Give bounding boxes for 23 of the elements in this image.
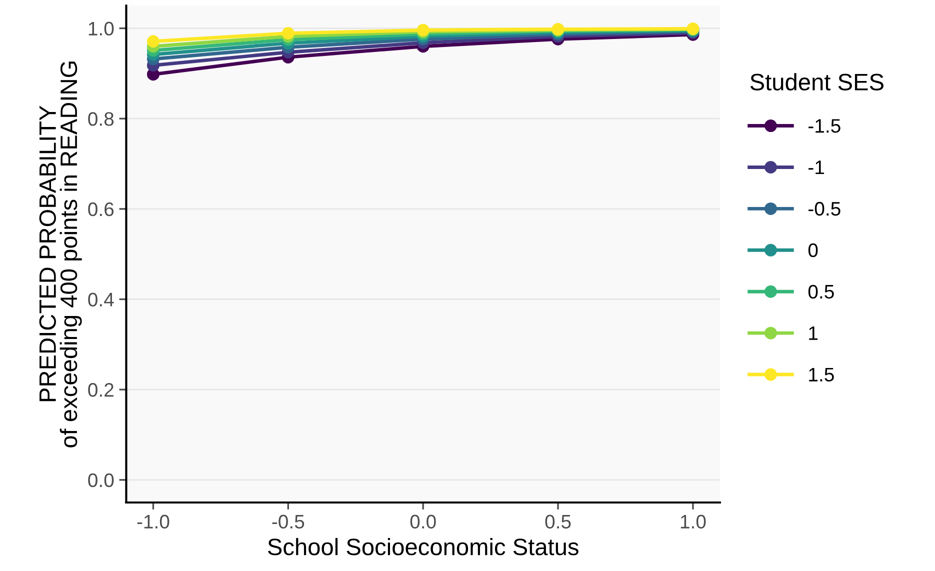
legend-label: 0	[808, 243, 818, 258]
legend-label: -1	[808, 160, 824, 174]
legend-label: -0.5	[808, 202, 840, 216]
y-tick-label: 0.8	[88, 112, 114, 126]
legend-label: 1	[809, 326, 818, 340]
legend-title: Student SES	[750, 73, 884, 90]
y-tick-label: 1.0	[88, 22, 114, 36]
y-tick-label: 0.2	[88, 383, 114, 397]
legend-label: 0.5	[808, 284, 834, 299]
point	[146, 35, 160, 48]
x-tick-label: 0.5	[545, 514, 571, 529]
x-axis-title: School Socioeconomic Status	[268, 538, 578, 556]
y-tick-label: 0.6	[88, 202, 114, 216]
x-tick-label: 0.0	[410, 514, 436, 529]
x-tick-label: 1.0	[680, 514, 706, 529]
y-tick-label: 0.0	[88, 473, 114, 488]
x-tick-label: -0.5	[272, 514, 304, 529]
point	[282, 27, 294, 40]
y-tick-label: 0.4	[88, 292, 114, 306]
y-axis-title: PREDICTED PROBABILITY of exceeding 400 points in READING	[39, 62, 82, 448]
x-tick-label: -1.0	[137, 514, 170, 529]
legend-label: -1.5	[808, 119, 840, 133]
legend-label: 1.5	[809, 368, 834, 382]
